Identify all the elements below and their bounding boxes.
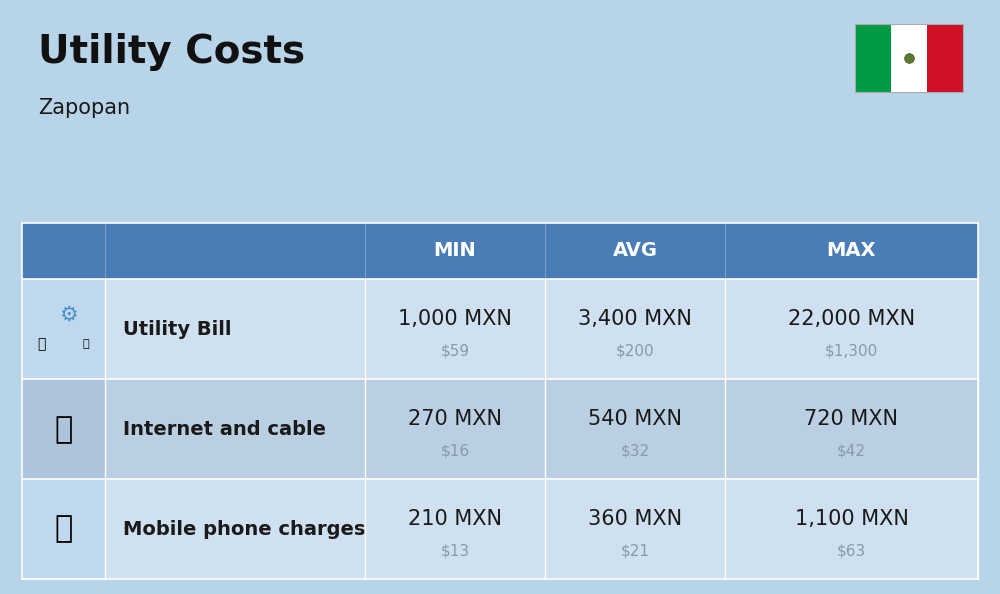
FancyBboxPatch shape <box>855 24 891 92</box>
Text: ⚙: ⚙ <box>59 304 78 324</box>
Text: $200: $200 <box>616 344 654 359</box>
Text: AVG: AVG <box>612 242 658 260</box>
Text: 3,400 MXN: 3,400 MXN <box>578 309 692 329</box>
Text: Mobile phone charges: Mobile phone charges <box>123 520 365 539</box>
FancyBboxPatch shape <box>891 24 927 92</box>
Text: Utility Costs: Utility Costs <box>38 33 305 71</box>
Text: 270 MXN: 270 MXN <box>408 409 502 429</box>
Text: 1,100 MXN: 1,100 MXN <box>795 509 908 529</box>
Text: Utility Bill: Utility Bill <box>123 320 232 339</box>
FancyBboxPatch shape <box>22 379 105 479</box>
FancyBboxPatch shape <box>22 279 978 379</box>
Text: 22,000 MXN: 22,000 MXN <box>788 309 915 329</box>
Text: MAX: MAX <box>827 242 876 260</box>
Text: 📡: 📡 <box>54 415 73 444</box>
Text: Zapopan: Zapopan <box>38 98 130 118</box>
Text: 540 MXN: 540 MXN <box>588 409 682 429</box>
FancyBboxPatch shape <box>22 479 978 579</box>
Text: $1,300: $1,300 <box>825 344 878 359</box>
Text: $21: $21 <box>620 544 650 558</box>
Text: $13: $13 <box>440 544 470 558</box>
FancyBboxPatch shape <box>22 379 978 479</box>
Text: MIN: MIN <box>434 242 476 260</box>
FancyBboxPatch shape <box>22 223 978 279</box>
Text: $32: $32 <box>620 444 650 459</box>
Text: $42: $42 <box>837 444 866 459</box>
Text: 1,000 MXN: 1,000 MXN <box>398 309 512 329</box>
Text: $63: $63 <box>837 544 866 558</box>
FancyBboxPatch shape <box>22 479 105 579</box>
FancyBboxPatch shape <box>22 279 105 379</box>
Text: 📷: 📷 <box>82 339 89 349</box>
Text: $59: $59 <box>440 344 470 359</box>
Text: 360 MXN: 360 MXN <box>588 509 682 529</box>
Text: Internet and cable: Internet and cable <box>123 420 326 438</box>
Text: 210 MXN: 210 MXN <box>408 509 502 529</box>
Text: 📱: 📱 <box>54 514 73 544</box>
FancyBboxPatch shape <box>927 24 963 92</box>
Text: $16: $16 <box>440 444 470 459</box>
Text: 720 MXN: 720 MXN <box>804 409 898 429</box>
Text: 🔌: 🔌 <box>37 337 46 351</box>
